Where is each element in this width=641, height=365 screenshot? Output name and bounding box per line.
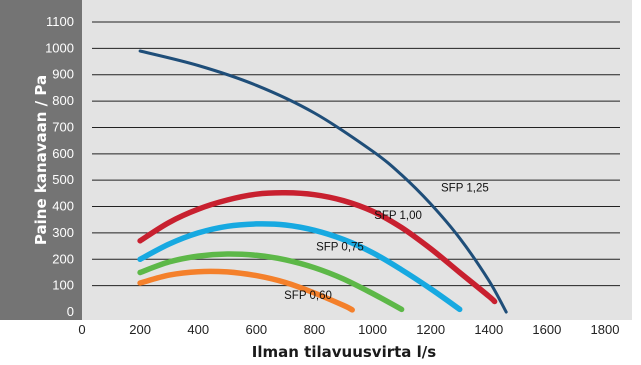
x-tick-1000: 1000 — [358, 322, 387, 337]
y-tick-1100: 1100 — [46, 14, 74, 29]
x-axis-title: Ilman tilavuusvirta l/s — [252, 343, 436, 361]
y-axis-panel — [0, 0, 82, 320]
x-tick-600: 600 — [245, 322, 267, 337]
series-labels: SFP 1,25 SFP 1,00 SFP 0,75 SFP 0,60 — [284, 182, 489, 302]
fan-curve-line — [138, 49, 508, 314]
curve-label-0: SFP 1,25 — [441, 182, 489, 194]
y-tick-900: 900 — [52, 67, 74, 82]
sfp-curve-2 — [137, 221, 463, 313]
x-tick-0: 0 — [78, 322, 85, 337]
y-tick-700: 700 — [52, 119, 74, 134]
x-tick-1600: 1600 — [532, 322, 561, 337]
plot-area — [82, 0, 632, 320]
y-tick-100: 100 — [52, 278, 74, 293]
series-lines — [137, 49, 508, 314]
sfp-curve-3 — [137, 251, 405, 313]
x-tick-1200: 1200 — [416, 322, 445, 337]
curve-label-3: SFP 0,60 — [284, 290, 332, 302]
y-tick-500: 500 — [52, 172, 74, 187]
x-tick-labels: 0 200 400 600 800 1000 1200 1400 1600 1800 — [78, 322, 619, 337]
sfp-curve-4 — [137, 268, 355, 313]
sfp-curve-1 — [137, 190, 498, 305]
y-tick-400: 400 — [52, 199, 74, 214]
gridlines — [92, 21, 620, 287]
x-tick-400: 400 — [187, 322, 209, 337]
x-tick-200: 200 — [129, 322, 151, 337]
y-tick-300: 300 — [52, 225, 74, 240]
x-tick-800: 800 — [304, 322, 326, 337]
curve-label-2: SFP 0,75 — [316, 242, 364, 254]
y-tick-labels: 0 100 200 300 400 500 600 700 800 900 1000 1100 — [45, 14, 74, 319]
y-tick-800: 800 — [52, 93, 74, 108]
x-tick-1400: 1400 — [474, 322, 503, 337]
x-tick-1800: 1800 — [591, 322, 620, 337]
y-axis-title: Paine kanavaan / Pa — [32, 75, 50, 245]
y-tick-1000: 1000 — [45, 40, 74, 55]
curve-label-1: SFP 1,00 — [374, 210, 422, 222]
y-tick-0: 0 — [67, 304, 74, 319]
y-tick-200: 200 — [52, 251, 74, 266]
y-tick-600: 600 — [52, 146, 74, 161]
